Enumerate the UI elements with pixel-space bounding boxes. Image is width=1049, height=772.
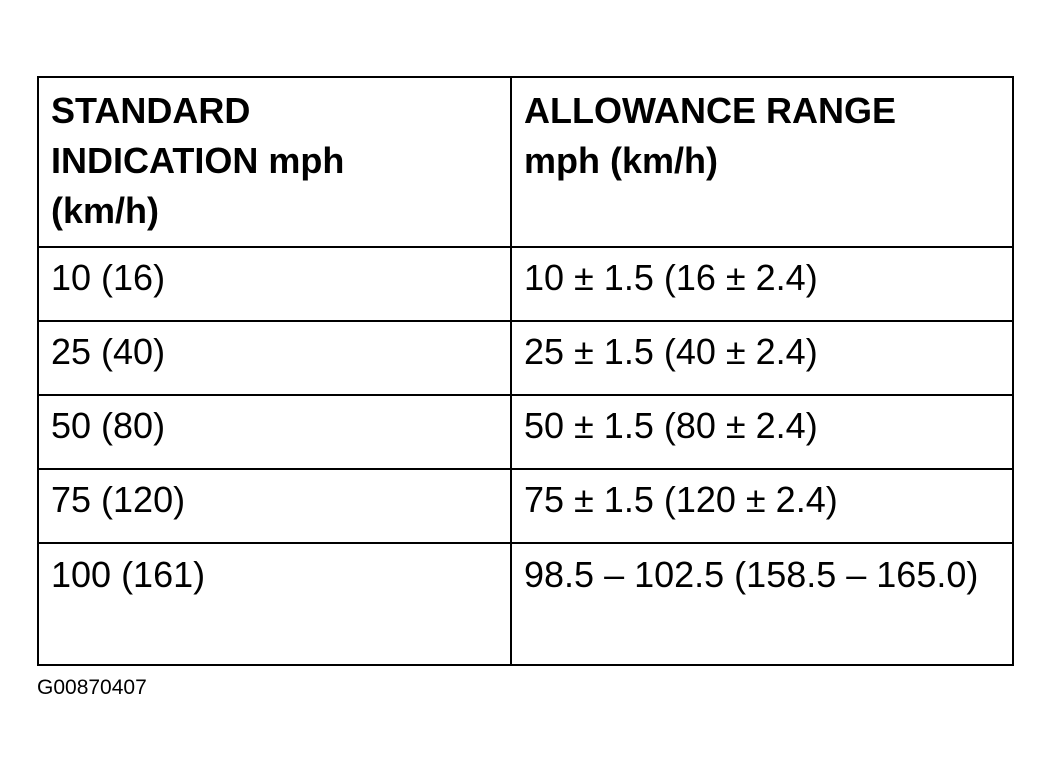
table-cell: 10 ± 1.5 (16 ± 2.4) xyxy=(510,246,1014,322)
table-cell: 50 (80) xyxy=(37,394,512,470)
table-row: 100 (161) 98.5 – 102.5 (158.5 – 165.0) xyxy=(37,542,1014,666)
table-cell: 10 (16) xyxy=(37,246,512,322)
table-row: 10 (16) 10 ± 1.5 (16 ± 2.4) xyxy=(37,246,1014,322)
figure-id: G00870407 xyxy=(37,676,147,699)
table-cell: 25 (40) xyxy=(37,320,512,396)
table-row: 25 (40) 25 ± 1.5 (40 ± 2.4) xyxy=(37,320,1014,396)
header-cell: ALLOWANCE RANGE mph (km/h) xyxy=(510,76,1014,248)
header-row: STANDARD INDICATION mph (km/h) ALLOWANCE RA… xyxy=(37,76,1014,248)
table-row: 50 (80) 50 ± 1.5 (80 ± 2.4) xyxy=(37,394,1014,470)
table-body: 10 (16) 10 ± 1.5 (16 ± 2.4) 25 (40) 25 ± 1.… xyxy=(37,246,1014,666)
table-cell: 75 ± 1.5 (120 ± 2.4) xyxy=(510,468,1014,544)
table-cell: 100 (161) xyxy=(37,542,512,666)
table-cell: 25 ± 1.5 (40 ± 2.4) xyxy=(510,320,1014,396)
header-line: INDICATION mph xyxy=(51,140,345,181)
header-line: STANDARD xyxy=(51,90,251,131)
spec-table: STANDARD INDICATION mph (km/h) ALLOWANCE RA… xyxy=(37,76,1014,666)
header-line: ALLOWANCE RANGE xyxy=(524,90,896,131)
table-cell: 98.5 – 102.5 (158.5 – 165.0) xyxy=(510,542,1014,666)
header-line: (km/h) xyxy=(51,190,159,231)
header-line: mph (km/h) xyxy=(524,140,718,181)
table-row: 75 (120) 75 ± 1.5 (120 ± 2.4) xyxy=(37,468,1014,544)
table-cell: 50 ± 1.5 (80 ± 2.4) xyxy=(510,394,1014,470)
header-cell: STANDARD INDICATION mph (km/h) xyxy=(37,76,512,248)
table-cell: 75 (120) xyxy=(37,468,512,544)
